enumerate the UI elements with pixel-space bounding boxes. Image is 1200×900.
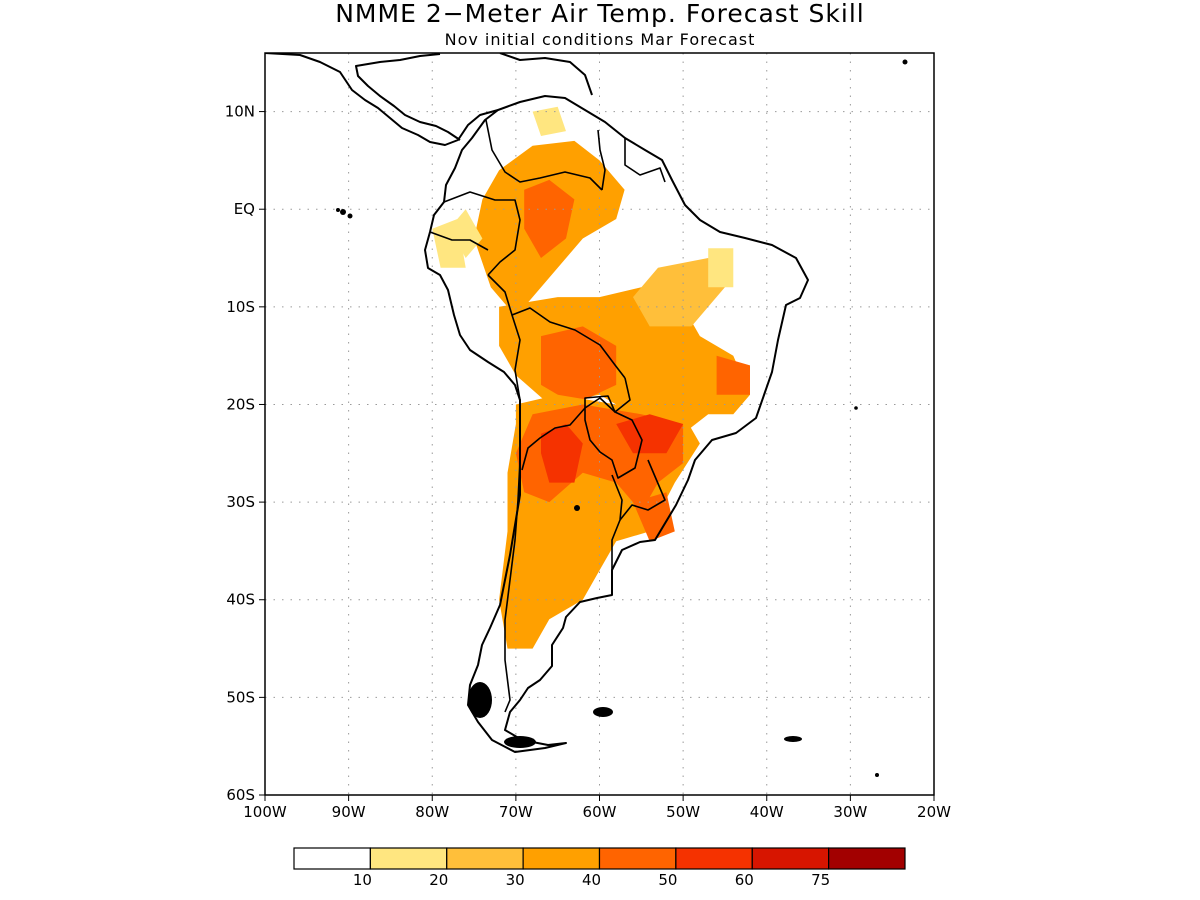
- colorbar-swatch-3: [522, 847, 601, 870]
- lon-tick-label: 60W: [583, 803, 617, 821]
- border-line: [624, 138, 666, 183]
- colorbar-label: 50: [658, 871, 677, 889]
- lon-tick-label: 100W: [243, 803, 287, 821]
- skill-region-5: [541, 326, 617, 405]
- colorbar-label: 60: [735, 871, 754, 889]
- lat-tick-label: 30S: [226, 493, 255, 511]
- island-mark: [875, 773, 879, 777]
- colorbar-label: 30: [506, 871, 525, 889]
- island-mark: [468, 682, 492, 718]
- lon-tick-label: 40W: [750, 803, 784, 821]
- grid-lines: [265, 53, 934, 795]
- colorbar-swatch-2: [446, 847, 524, 870]
- lon-tick-label: 90W: [332, 803, 366, 821]
- colorbar: 10 20 30 40 50 60 75: [293, 847, 906, 889]
- island-mark: [504, 736, 536, 748]
- skill-region-14: [432, 219, 466, 268]
- border-line: [443, 191, 521, 276]
- island-mark: [902, 59, 908, 65]
- central-america-coastline: [265, 53, 499, 146]
- colorbar-swatch-1: [369, 847, 448, 870]
- skill-region-7: [633, 258, 725, 327]
- islands: [336, 59, 908, 777]
- lon-tick-label: 70W: [499, 803, 533, 821]
- skill-shading-layer: [432, 106, 750, 649]
- country-borders: [429, 119, 666, 713]
- caribbean-coastline: [499, 53, 593, 96]
- colorbar-swatch-6: [751, 847, 830, 870]
- colorbar-swatch-0: [293, 847, 371, 870]
- skill-region-8: [708, 248, 734, 288]
- skill-region-11: [541, 424, 583, 483]
- colorbar-label: 75: [811, 871, 830, 889]
- lon-tick-label: 30W: [833, 803, 867, 821]
- lat-tick-label: 60S: [226, 786, 255, 804]
- colorbar-label: 20: [429, 871, 448, 889]
- lat-tick-label: 10S: [226, 298, 255, 316]
- lon-tick-label: 50W: [666, 803, 700, 821]
- lat-tick-label: EQ: [234, 200, 255, 218]
- lon-tick-label: 80W: [415, 803, 449, 821]
- island-mark: [340, 209, 346, 215]
- lon-tick-label: 20W: [917, 803, 951, 821]
- lat-tick-label: 50S: [226, 688, 255, 706]
- border-line: [511, 314, 521, 401]
- border-line: [504, 459, 521, 713]
- skill-region-13: [633, 492, 675, 542]
- colorbar-swatch-7: [828, 847, 906, 870]
- lat-tick-label: 10N: [225, 103, 255, 121]
- skill-region-12: [616, 414, 684, 454]
- border-line: [619, 459, 666, 521]
- island-mark: [347, 213, 353, 219]
- island-mark: [854, 406, 858, 410]
- colorbar-label: 10: [353, 871, 372, 889]
- south-america-coastline: [424, 95, 809, 753]
- colorbar-label: 40: [582, 871, 601, 889]
- border-line: [487, 274, 626, 379]
- skill-region-6: [716, 355, 750, 395]
- figure-subtitle: Nov initial conditions Mar Forecast: [445, 30, 756, 49]
- island-mark: [336, 208, 340, 212]
- axis-ticks: 100W 90W 80W 70W 60W 50W 40W 30W 20W 10N EQ 10S 20S 3…: [225, 103, 951, 821]
- island-mark: [784, 736, 802, 742]
- island-mark: [593, 707, 613, 717]
- lat-tick-label: 40S: [226, 591, 255, 609]
- skill-region-1: [524, 179, 575, 258]
- lat-tick-label: 20S: [226, 395, 255, 413]
- border-line: [584, 395, 643, 479]
- border-line: [429, 231, 489, 251]
- border-line: [521, 377, 631, 471]
- colorbar-swatch-5: [675, 847, 753, 870]
- skill-region-3: [532, 106, 566, 136]
- map-frame: 100W 90W 80W 70W 60W 50W 40W 30W 20W 10N EQ 10S 20S 3…: [225, 52, 951, 821]
- border-line: [485, 119, 603, 191]
- figure-title: NMME 2−Meter Air Temp. Forecast Skill: [335, 0, 865, 28]
- coastlines: [265, 53, 809, 753]
- island-mark: [574, 505, 580, 511]
- colorbar-swatch-4: [598, 847, 677, 870]
- border-line: [597, 129, 606, 191]
